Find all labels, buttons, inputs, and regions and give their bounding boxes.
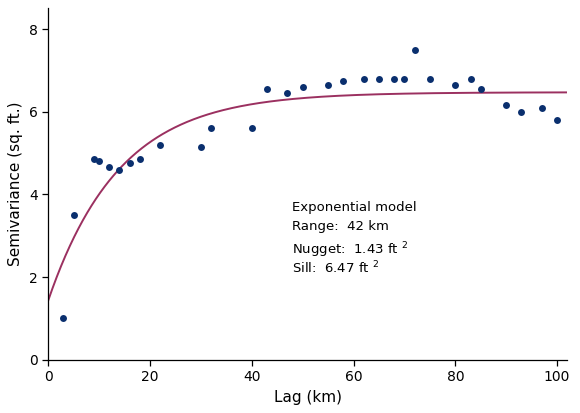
Point <box>466 75 475 82</box>
Point <box>104 164 114 171</box>
Point <box>324 81 333 88</box>
Point <box>206 125 216 131</box>
Point <box>502 102 511 109</box>
Point <box>125 160 134 167</box>
Point <box>282 90 292 96</box>
Y-axis label: Semivariance (sq. ft.): Semivariance (sq. ft.) <box>8 102 23 266</box>
Point <box>410 46 419 53</box>
Point <box>359 75 368 82</box>
Point <box>451 81 460 88</box>
Point <box>196 143 205 150</box>
Point <box>425 75 434 82</box>
Text: Sill:  6.47 ft $\mathregular{^{2}}$: Sill: 6.47 ft $\mathregular{^{2}}$ <box>292 260 380 277</box>
Point <box>69 212 78 218</box>
Point <box>537 104 546 111</box>
Point <box>155 141 165 148</box>
Point <box>390 75 399 82</box>
Text: Nugget:  1.43 ft $\mathregular{^{2}}$: Nugget: 1.43 ft $\mathregular{^{2}}$ <box>292 240 409 260</box>
Text: Exponential model: Exponential model <box>292 201 417 214</box>
Point <box>135 156 144 163</box>
Point <box>339 77 348 84</box>
Point <box>262 85 271 92</box>
Point <box>476 85 485 92</box>
Point <box>89 156 99 163</box>
X-axis label: Lag (km): Lag (km) <box>274 390 342 405</box>
Point <box>59 315 68 322</box>
Point <box>553 116 562 123</box>
Point <box>298 83 307 90</box>
Point <box>115 166 124 173</box>
Text: Range:  42 km: Range: 42 km <box>292 221 389 233</box>
Point <box>95 158 104 165</box>
Point <box>517 108 526 115</box>
Point <box>247 125 256 131</box>
Point <box>374 75 383 82</box>
Point <box>400 75 409 82</box>
